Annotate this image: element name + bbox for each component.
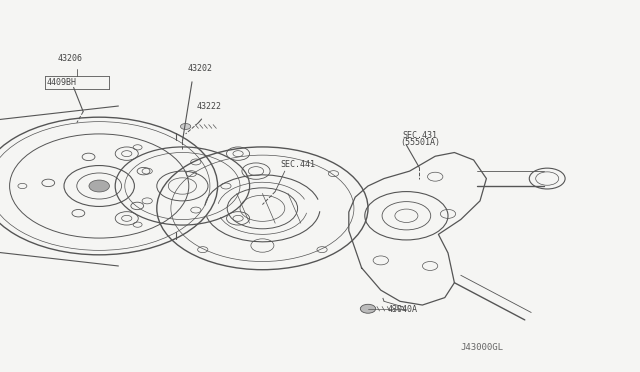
Text: 43040A: 43040A [387,305,417,314]
Circle shape [89,180,109,192]
Text: (55501A): (55501A) [400,138,440,147]
Text: SEC.431: SEC.431 [402,131,437,140]
Text: SEC.441: SEC.441 [280,160,316,169]
Circle shape [180,124,191,129]
Text: 4409BH: 4409BH [46,78,76,87]
Circle shape [360,304,376,313]
Text: J43000GL: J43000GL [461,343,504,352]
Text: 43206: 43206 [58,54,83,63]
Text: 43202: 43202 [188,64,212,73]
Text: 43222: 43222 [196,102,221,110]
